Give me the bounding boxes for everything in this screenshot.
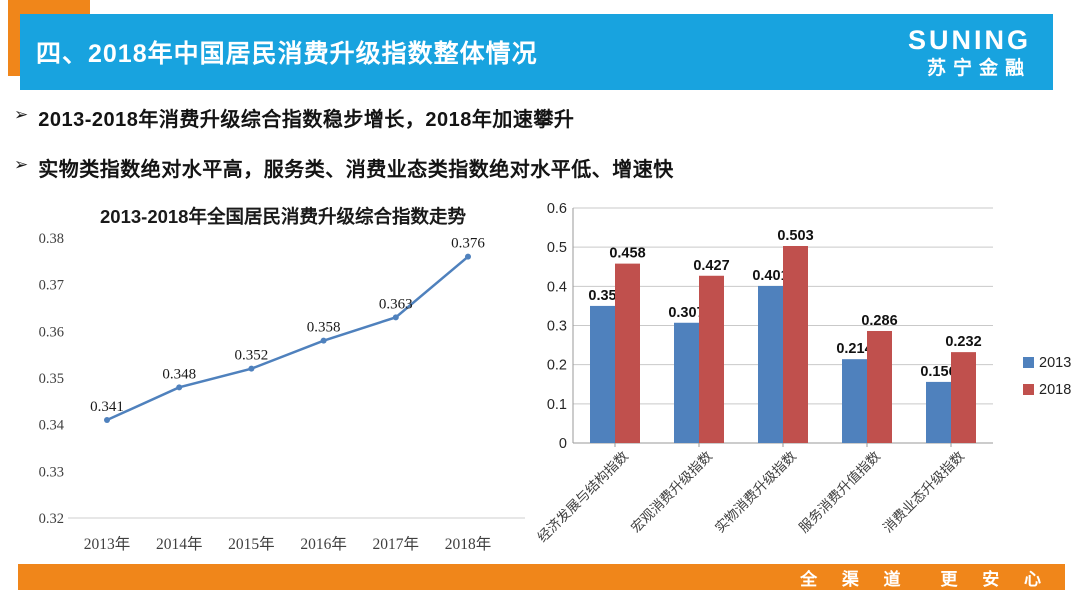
svg-text:0.36: 0.36 — [39, 324, 64, 340]
svg-text:2013年: 2013年 — [84, 535, 131, 553]
bullet-text-2: 实物类指数绝对水平高，服务类、消费业态类指数绝对水平低、增速快 — [38, 159, 674, 181]
svg-text:0.348: 0.348 — [162, 366, 196, 382]
logo-sub-text: 苏宁金融 — [926, 57, 1031, 79]
svg-text:0.341: 0.341 — [90, 399, 124, 415]
svg-text:0.358: 0.358 — [307, 320, 341, 336]
bar-chart: 0 0.1 0.2 0.3 0.4 0.5 0.6 经济发展与结构指数 0.35 0.458 宏观消… — [535, 201, 1072, 545]
logo-brand-text: SUNING — [907, 24, 1031, 55]
svg-text:2018: 2018 — [1039, 382, 1071, 398]
line-chart: 2013-2018年全国居民消费升级综合指数走势 0.32 0.33 0.34 0.35… — [39, 206, 525, 553]
svg-text:0.35: 0.35 — [588, 288, 616, 304]
svg-text:0.427: 0.427 — [693, 258, 729, 274]
svg-text:0.363: 0.363 — [379, 296, 413, 312]
svg-text:0.34: 0.34 — [39, 418, 65, 434]
svg-text:0.156: 0.156 — [920, 364, 956, 380]
svg-text:0.5: 0.5 — [547, 240, 567, 256]
bullet-list: ➢ 2013-2018年消费升级综合指数稳步增长，2018年加速攀升 ➢ 实物类… — [14, 103, 1064, 203]
svg-text:0.2: 0.2 — [547, 358, 567, 374]
svg-text:2018年: 2018年 — [445, 535, 492, 553]
bullet-text-1: 2013-2018年消费升级综合指数稳步增长，2018年加速攀升 — [38, 109, 575, 131]
svg-text:2017年: 2017年 — [373, 535, 420, 553]
svg-text:0.376: 0.376 — [451, 236, 485, 252]
svg-text:0.33: 0.33 — [39, 464, 64, 480]
svg-text:0.37: 0.37 — [39, 278, 64, 294]
svg-text:0.401: 0.401 — [752, 268, 788, 284]
svg-text:0.458: 0.458 — [609, 246, 645, 262]
svg-text:2015年: 2015年 — [228, 535, 275, 553]
footer-slogan-left: 全 渠 道 — [800, 569, 911, 589]
svg-text:0.4: 0.4 — [547, 279, 567, 295]
svg-text:0.214: 0.214 — [836, 341, 872, 357]
bullet-item-1: ➢ 2013-2018年消费升级综合指数稳步增长，2018年加速攀升 — [14, 103, 1064, 132]
bullet-item-2: ➢ 实物类指数绝对水平高，服务类、消费业态类指数绝对水平低、增速快 — [14, 153, 1064, 182]
svg-text:0.352: 0.352 — [235, 348, 269, 364]
svg-text:0.503: 0.503 — [777, 228, 813, 244]
svg-text:2013: 2013 — [1039, 355, 1071, 371]
svg-text:实物消费升级指数: 实物消费升级指数 — [712, 448, 799, 535]
footer-slogan-right: 更 安 心 — [940, 569, 1051, 589]
svg-text:0.286: 0.286 — [861, 313, 897, 329]
suning-logo: SUNING 苏宁金融 — [907, 24, 1031, 79]
arrow-bullet-icon: ➢ — [14, 105, 29, 124]
header-banner: 四、2018年中国居民消费升级指数整体情况 SUNING 苏宁金融 — [20, 14, 1053, 90]
svg-text:0.232: 0.232 — [945, 334, 981, 350]
svg-text:0.6: 0.6 — [547, 201, 567, 217]
svg-text:2014年: 2014年 — [156, 535, 203, 553]
svg-text:0.32: 0.32 — [39, 511, 64, 527]
svg-text:0.38: 0.38 — [39, 231, 64, 247]
svg-text:0.307: 0.307 — [668, 305, 704, 321]
svg-text:消费业态升级指数: 消费业态升级指数 — [880, 448, 967, 535]
svg-text:2013-2018年全国居民消费升级综合指数走势: 2013-2018年全国居民消费升级综合指数走势 — [100, 206, 466, 227]
svg-text:经济发展与结构指数: 经济发展与结构指数 — [535, 448, 632, 545]
svg-text:0.35: 0.35 — [39, 371, 64, 387]
arrow-bullet-icon: ➢ — [14, 155, 29, 174]
footer-bar: 全 渠 道 更 安 心 — [18, 564, 1065, 590]
svg-text:0.3: 0.3 — [547, 319, 567, 335]
svg-text:2016年: 2016年 — [300, 535, 347, 553]
svg-text:宏观消费升级指数: 宏观消费升级指数 — [628, 448, 715, 535]
svg-text:0.1: 0.1 — [547, 397, 567, 413]
svg-text:0: 0 — [559, 436, 567, 452]
svg-text:服务消费升值指数: 服务消费升值指数 — [796, 448, 883, 535]
page-title: 四、2018年中国居民消费升级指数整体情况 — [36, 40, 538, 68]
